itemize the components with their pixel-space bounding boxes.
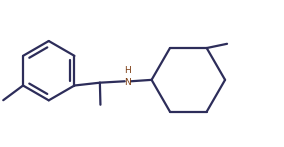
Text: H: H [124,66,130,75]
Text: N: N [124,78,130,87]
